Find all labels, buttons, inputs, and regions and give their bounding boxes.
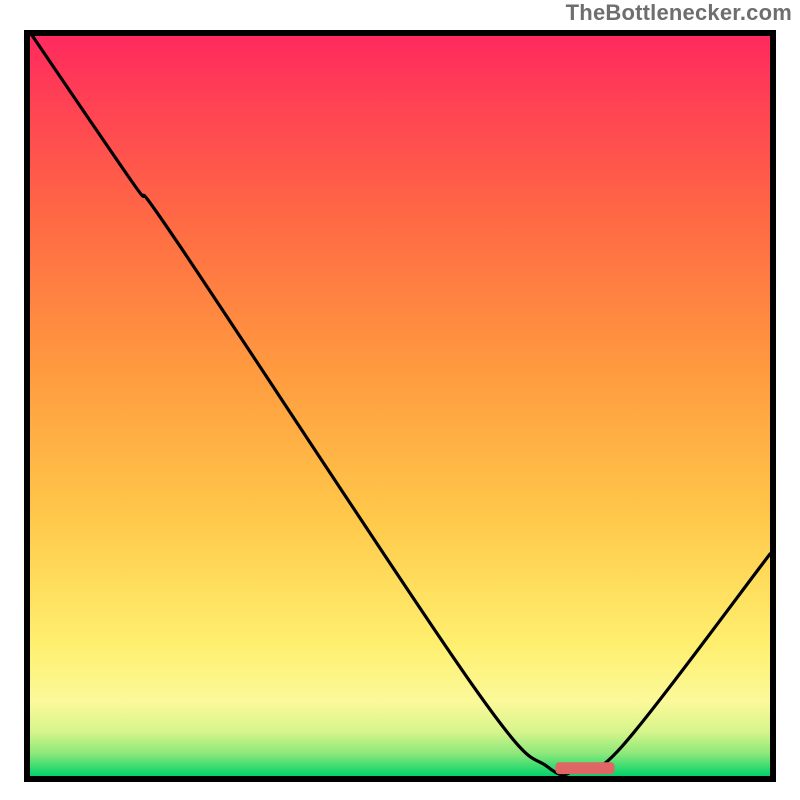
optimal-range-marker: [555, 762, 614, 774]
watermark-text: TheBottlenecker.com: [566, 0, 792, 26]
bottleneck-plot: [24, 30, 776, 782]
gradient-background: [30, 36, 770, 776]
plot-svg: [24, 30, 776, 782]
